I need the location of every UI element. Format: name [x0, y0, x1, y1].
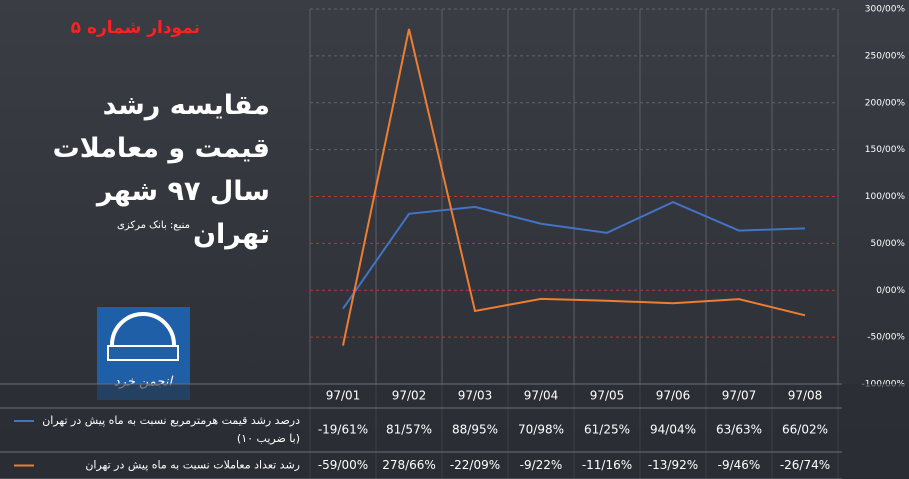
y-tick-label: -50/00% [867, 333, 905, 343]
value-label: 88/95% [452, 423, 498, 437]
value-label: -9/22% [520, 458, 563, 472]
value-label: 278/66% [382, 458, 436, 472]
x-tick-label: 97/03 [458, 389, 493, 403]
x-tick-label: 97/05 [590, 389, 625, 403]
logo-base [107, 345, 179, 361]
logo-dome [110, 312, 176, 346]
source: منبع: بانک مرکزی [117, 220, 190, 231]
chart-title: مقایسه رشد قیمت و معاملات سال ۹۷ شهر تهر… [52, 90, 270, 250]
value-label: -19/61% [318, 423, 368, 437]
x-tick-label: 97/07 [722, 389, 757, 403]
value-label: 94/04% [650, 423, 696, 437]
y-tick-label: 250/00% [865, 51, 906, 61]
y-tick-label: 300/00% [865, 5, 906, 15]
value-label: -11/16% [582, 458, 632, 472]
value-label: 63/63% [716, 423, 762, 437]
value-label: -9/46% [718, 458, 761, 472]
table-bg [0, 384, 909, 479]
value-label: 81/57% [386, 423, 432, 437]
x-tick-label: 97/06 [656, 389, 691, 403]
x-tick-label: 97/04 [524, 389, 559, 403]
figure-label: نمودار شماره ۵ [70, 18, 200, 38]
series-line [342, 28, 806, 346]
value-label: 61/25% [584, 423, 630, 437]
y-tick-label: 100/00% [865, 192, 906, 202]
value-label: -22/09% [450, 458, 500, 472]
y-tick-label: 50/00% [871, 239, 906, 249]
x-tick-label: 97/01 [326, 389, 361, 403]
value-label: -26/74% [780, 458, 830, 472]
value-label: -59/00% [318, 458, 368, 472]
x-tick-label: 97/08 [788, 389, 823, 403]
y-tick-label: 150/00% [865, 145, 906, 155]
legend-label: درصد رشد قیمت هرمترمربع نسبت به ماه پیش … [42, 414, 300, 445]
value-label: 70/98% [518, 423, 564, 437]
x-tick-label: 97/02 [392, 389, 427, 403]
value-label: -13/92% [648, 458, 698, 472]
legend-label: رشد تعداد معاملات نسبت به ماه پیش در تهر… [85, 459, 300, 472]
series-line [342, 200, 806, 310]
y-tick-label: 0/00% [876, 286, 905, 296]
y-tick-label: 200/00% [865, 98, 906, 108]
value-label: 66/02% [782, 423, 828, 437]
